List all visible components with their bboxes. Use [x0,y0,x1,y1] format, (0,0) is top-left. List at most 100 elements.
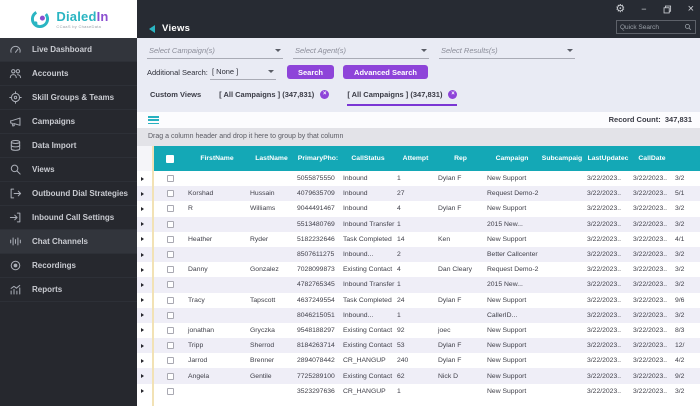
quick-search-input[interactable] [620,23,682,31]
row-expander[interactable] [137,389,154,394]
row-checkbox[interactable] [154,190,186,198]
column-header[interactable]: FirstName [200,155,234,162]
column-header[interactable]: Attempt [402,155,429,162]
chart-icon [9,283,23,297]
table-cell: 240 [397,357,409,365]
back-arrow-icon[interactable] [149,24,155,33]
menu-hamburger-icon[interactable] [148,116,159,126]
row-expander[interactable] [137,298,154,303]
table-cell: 8184263714 [297,342,335,350]
row-checkbox[interactable] [154,251,186,259]
tab-all-campaigns-2[interactable]: [ All Campaigns ] (347,831) × [347,90,458,106]
additional-search-dropdown[interactable]: [ None ] [210,64,276,80]
table-row[interactable]: 5513480769 Inbound Transfer 1 2015 New... 3/… [137,216,700,232]
tab-close-icon[interactable]: × [448,90,458,99]
table-cell: 5513480769 [297,220,335,228]
row-expander[interactable] [137,358,154,363]
row-checkbox[interactable] [154,311,186,319]
column-header[interactable]: LastUpdatec [587,155,629,162]
table-row[interactable]: Korshad Hussain 4079635709 Inbound 27 Request… [137,186,700,202]
row-checkbox[interactable] [154,357,186,365]
table-row[interactable]: jonathan Gryczka 9548188297 Existing Contac… [137,322,700,339]
close-icon[interactable]: × [687,3,694,15]
sidebar-item-accounts[interactable]: Accounts [0,62,137,86]
sidebar-item-reports[interactable]: Reports [0,278,137,302]
sidebar-item-live-dashboard[interactable]: Live Dashboard [0,38,137,62]
table-row[interactable]: 4782765345 Inbound Transfer 1 2015 New... 3/… [137,277,700,293]
search-button[interactable]: Search [287,65,335,79]
table-row[interactable]: Tracy Tapscott 4637249554 Task Completed 24 D… [137,292,700,308]
row-checkbox[interactable] [154,372,186,380]
frozen-column-divider[interactable] [152,146,154,406]
advanced-search-button[interactable]: Advanced Search [343,65,428,79]
sidebar-item-data-import[interactable]: Data Import [0,134,137,158]
row-checkbox[interactable] [154,235,186,243]
row-checkbox[interactable] [154,342,186,350]
select-campaigns-dropdown[interactable]: Select Campaign(s) [147,43,283,59]
tab-close-icon[interactable]: × [320,90,330,99]
table-row[interactable]: Tripp Sherrod 8184263714 Existing Contact 53… [137,338,700,354]
group-by-drop-zone[interactable]: Drag a column header and drop it here to… [137,128,700,146]
titlebar: ⚙ − × Views [137,0,700,38]
minimize-icon[interactable]: − [641,4,647,14]
row-expander[interactable] [137,206,154,211]
sidebar: Live Dashboard Accounts Skill Groups & T… [0,38,137,406]
row-expander[interactable] [137,313,154,318]
table-cell: 3/22/2023.. [633,266,668,274]
row-expander[interactable] [137,267,154,272]
target-icon [9,91,23,105]
row-checkbox[interactable] [154,281,186,289]
sidebar-item-inbound-call-settings[interactable]: Inbound Call Settings [0,206,137,230]
row-checkbox[interactable] [154,326,186,334]
table-cell: Williams [250,205,276,213]
settings-gear-icon[interactable]: ⚙ [615,3,626,15]
column-header[interactable]: PrimaryPho: [297,155,339,162]
row-checkbox[interactable] [154,266,186,274]
quick-search-box[interactable] [616,20,696,34]
column-header[interactable]: Rep [454,155,467,162]
tab-custom-views[interactable]: Custom Views [150,90,202,99]
select-results-dropdown[interactable]: Select Results(s) [439,43,575,59]
select-agents-dropdown[interactable]: Select Agent(s) [293,43,429,59]
row-checkbox[interactable] [154,205,186,213]
row-checkbox[interactable] [154,296,186,304]
table-row[interactable]: 8507611275 Inbound... 2 Better Callcenter 3/… [137,246,700,263]
restore-icon[interactable] [663,5,672,14]
sidebar-item-outbound-dial-strategies[interactable]: Outbound Dial Strategies [0,182,137,206]
sidebar-item-views[interactable]: Views [0,158,137,182]
table-row[interactable]: 8046215051 Inbound... 1 CallerID... 3/22/202… [137,307,700,323]
sidebar-item-skill-groups[interactable]: Skill Groups & Teams [0,86,137,110]
select-all-checkbox[interactable] [154,154,186,163]
row-checkbox[interactable] [154,220,186,228]
table-cell: 3/2 [675,205,685,213]
sidebar-item-chat-channels[interactable]: Chat Channels [0,230,137,254]
row-expander[interactable] [137,237,154,242]
table-row[interactable]: 5055875550 Inbound 1 Dylan F New Support 3/22… [137,171,700,187]
table-cell: 3/22/2023.. [633,342,668,350]
table-cell: 3/22/2023.. [587,387,622,395]
row-expander[interactable] [137,343,154,348]
row-expander[interactable] [137,176,154,181]
row-expander[interactable] [137,374,154,379]
sidebar-item-recordings[interactable]: Recordings [0,254,137,278]
table-row[interactable]: Jarrod Brenner 2894078442 CR_HANGUP 240 Dylan… [137,353,700,369]
row-expander[interactable] [137,222,154,227]
table-row[interactable]: Heather Ryder 5182232646 Task Completed 14 Ke… [137,231,700,247]
row-checkbox[interactable] [154,387,186,395]
row-expander[interactable] [137,282,154,287]
column-header[interactable]: CallStatus [351,155,385,162]
row-expander[interactable] [137,191,154,196]
sidebar-item-campaigns[interactable]: Campaigns [0,110,137,134]
row-expander[interactable] [137,328,154,333]
column-header[interactable]: CallDate [638,155,666,162]
row-expander[interactable] [137,252,154,257]
column-header[interactable]: LastName [255,155,288,162]
table-row[interactable]: R Williams 9044491467 Inbound 4 Dylan F New Su… [137,201,700,217]
table-row[interactable]: Danny Gonzalez 7028099873 Existing Contact 4… [137,262,700,278]
column-header[interactable]: Subcampaig [541,155,583,162]
tab-all-campaigns-1[interactable]: [ All Campaigns ] (347,831) × [219,90,330,106]
row-checkbox[interactable] [154,175,186,183]
table-row[interactable]: Angela Gentile 7725289100 Existing Contact 6… [137,368,700,384]
table-row[interactable]: 3523297636 CR_HANGUP 1 New Support 3/22/2023… [137,383,700,399]
column-header[interactable]: Campaign [495,155,529,162]
